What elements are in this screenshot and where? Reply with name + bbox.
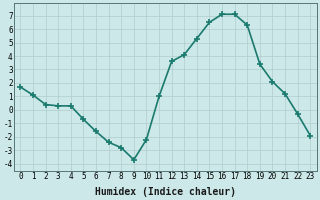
- X-axis label: Humidex (Indice chaleur): Humidex (Indice chaleur): [95, 186, 236, 197]
